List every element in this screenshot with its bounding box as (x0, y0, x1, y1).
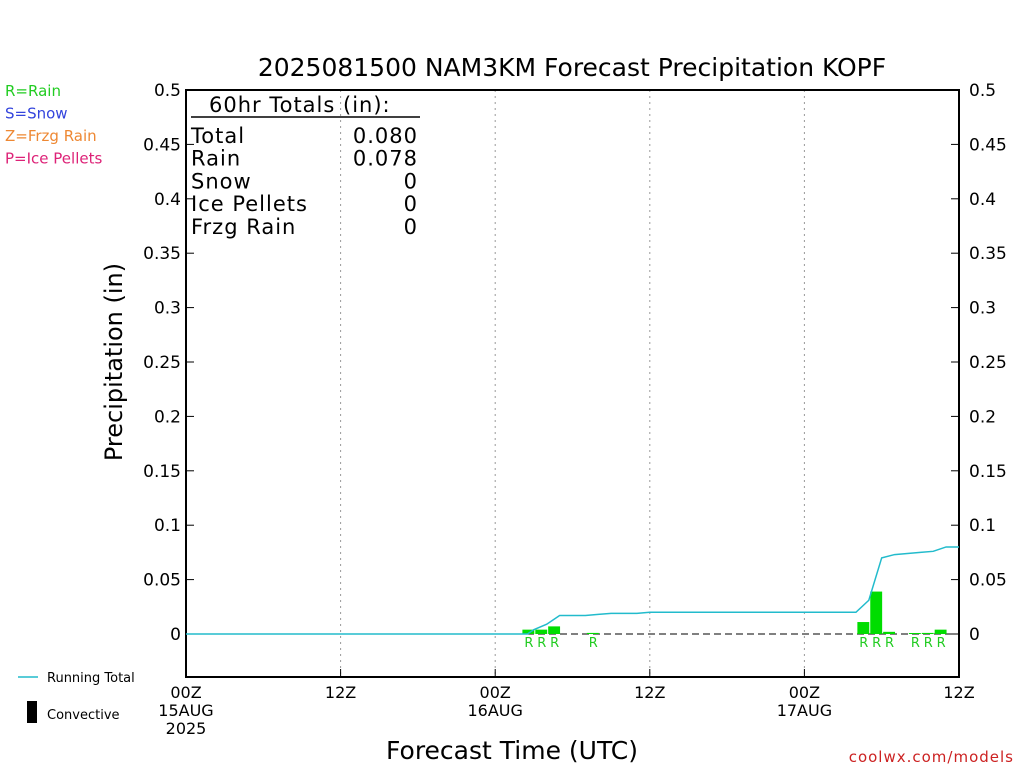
precip-type-label: R (937, 636, 946, 651)
rain-bar (857, 622, 870, 634)
y-tick-label-left: 0.5 (154, 81, 181, 101)
precip-type-label: R (911, 636, 920, 651)
precip-type-label: R (550, 636, 559, 651)
y-tick-label-right: 0.1 (969, 516, 996, 536)
y-tick-label-left: 0.4 (154, 190, 181, 210)
precip-type-label: R (885, 636, 894, 651)
y-axis-left: 0 0.05 0.1 0.15 0.2 0.25 0.3 0.35 0.4 0.45 0.5 (143, 81, 194, 645)
y-tick-label-right: 0.15 (969, 462, 1007, 482)
y-tick-label-right: 0.4 (969, 190, 996, 210)
rain-bar (883, 631, 896, 634)
y-tick-label-right: 0.25 (969, 353, 1007, 373)
y-tick-label-right: 0.45 (969, 135, 1007, 155)
rain-bar (535, 629, 548, 634)
convective-legend-swatch (27, 701, 37, 723)
totals-row-value: 0.080 (353, 124, 418, 148)
precip-type-label: R (589, 636, 598, 651)
x-tick-label: 12Z (325, 683, 356, 702)
rain-bar (934, 629, 947, 634)
y-tick-label-right: 0.5 (969, 81, 996, 101)
precip-type-legend-item: P=Ice Pellets (5, 150, 102, 168)
rain-bar (548, 626, 561, 634)
y-tick-label-right: 0.2 (969, 407, 996, 427)
y-tick-label-right: 0.05 (969, 571, 1007, 591)
y-tick-label-left: 0.45 (143, 135, 181, 155)
rain-bar (522, 629, 535, 634)
y-tick-label-right: 0 (969, 625, 980, 645)
rain-bar (921, 632, 934, 634)
vertical-gridlines (340, 90, 805, 677)
totals-box: 60hr Totals (in): Total 0.080 Rain 0.078 Sno… (190, 93, 420, 239)
running-total-line (186, 546, 959, 635)
totals-row-label: Ice Pellets (191, 192, 308, 216)
y-tick-label-left: 0.15 (143, 462, 181, 482)
x-tick-label: 00Z (170, 683, 201, 702)
x-tick-label: 2025 (166, 719, 207, 738)
totals-row-value: 0 (404, 169, 418, 193)
running-total-legend-label: Running Total (47, 671, 135, 686)
totals-row-label: Snow (191, 169, 252, 193)
totals-row-label: Total (190, 124, 245, 148)
precip-type-label: R (924, 636, 933, 651)
x-axis-title: Forecast Time (UTC) (386, 736, 638, 765)
y-tick-label-left: 0.3 (154, 299, 181, 319)
totals-row-value: 0 (404, 192, 418, 216)
y-axis-right: 0 0.05 0.1 0.15 0.2 0.25 0.3 0.35 0.4 0.45 0.5 (951, 81, 1007, 645)
x-tick-label: 16AUG (467, 701, 522, 720)
totals-rows: Total 0.080 Rain 0.078 Snow 0 Ice Pellets 0 Frzg… (190, 124, 418, 239)
rain-bar (908, 633, 921, 634)
x-tick-label: 00Z (480, 683, 511, 702)
chart-title: 2025081500 NAM3KM Forecast Precipitation… (258, 53, 886, 82)
x-tick-label: 12Z (634, 683, 665, 702)
convective-legend-label: Convective (47, 708, 120, 723)
y-tick-label-right: 0.3 (969, 299, 996, 319)
y-tick-label-left: 0 (170, 625, 181, 645)
y-tick-label-left: 0.35 (143, 244, 181, 264)
rain-bar (586, 632, 599, 634)
precip-type-label: R (859, 636, 868, 651)
precip-type-label: R (524, 636, 533, 651)
x-tick-label: 17AUG (777, 701, 832, 720)
y-tick-label-right: 0.35 (969, 244, 1007, 264)
x-tick-label: 00Z (789, 683, 820, 702)
y-tick-label-left: 0.1 (154, 516, 181, 536)
totals-row-label: Rain (191, 147, 241, 171)
precip-type-label: R (537, 636, 546, 651)
y-axis-title: Precipitation (in) (100, 263, 128, 461)
rain-bars (522, 591, 947, 634)
precip-type-label: R (872, 636, 881, 651)
y-tick-label-left: 0.25 (143, 353, 181, 373)
plot-frame (185, 89, 960, 678)
credit-link[interactable]: coolwx.com/models (849, 748, 1014, 766)
rain-bar (870, 591, 883, 634)
precip-type-legend: R=Rain S=Snow Z=Frzg Rain P=Ice Pellets (5, 82, 102, 168)
precip-type-legend-item: S=Snow (5, 105, 68, 123)
x-tick-label: 15AUG (158, 701, 213, 720)
precip-type-legend-item: Z=Frzg Rain (5, 127, 97, 145)
totals-row-value: 0.078 (353, 147, 418, 171)
totals-row-label: Frzg Rain (191, 215, 296, 239)
y-tick-label-left: 0.05 (143, 571, 181, 591)
totals-title: 60hr Totals (in): (209, 93, 391, 117)
x-tick-label: 12Z (943, 683, 974, 702)
totals-row-value: 0 (404, 215, 418, 239)
precip-type-legend-item: R=Rain (5, 82, 61, 100)
y-tick-label-left: 0.2 (154, 407, 181, 427)
